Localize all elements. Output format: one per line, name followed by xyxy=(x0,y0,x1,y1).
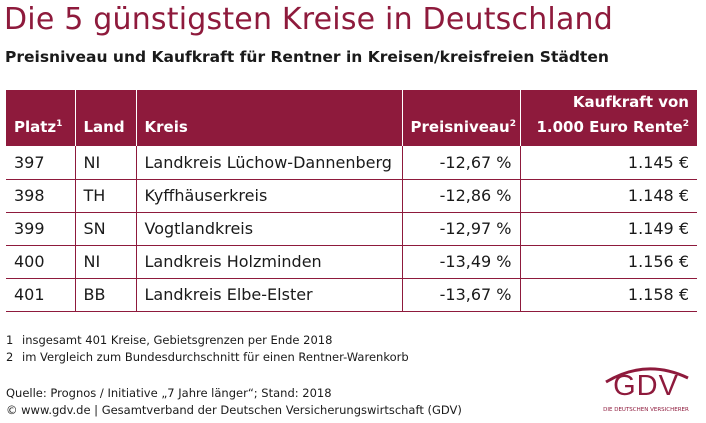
cell-land: SN xyxy=(74,212,136,246)
cell-preisniveau: -12,97 % xyxy=(401,212,520,246)
page-title: Die 5 günstigsten Kreise in Deutschland xyxy=(4,2,613,37)
logo-swoosh-icon xyxy=(605,367,689,384)
cell-kaufkraft: 1.158 € xyxy=(519,278,697,312)
cell-kreis: Landkreis Holzminden xyxy=(135,245,402,279)
header-platz: Platz1 xyxy=(14,118,63,136)
cell-kaufkraft: 1.148 € xyxy=(519,179,697,213)
cell-land: TH xyxy=(74,179,136,213)
cell-land: NI xyxy=(74,146,136,180)
cell-preisniveau: -13,67 % xyxy=(401,278,520,312)
cell-kreis: Landkreis Elbe-Elster xyxy=(135,278,402,312)
table-header-row: Platz1 Land Kreis Preisniveau2 Kaufkraft… xyxy=(6,90,697,146)
gdv-logo: GDV DIE DEUTSCHEN VERSICHERER xyxy=(592,362,700,417)
cell-platz: 398 xyxy=(6,179,75,213)
cell-preisniveau: -12,86 % xyxy=(401,179,520,213)
cell-kreis: Landkreis Lüchow-Dannenberg xyxy=(135,146,402,180)
cell-kaufkraft: 1.149 € xyxy=(519,212,697,246)
page-subtitle: Preisniveau und Kaufkraft für Rentner in… xyxy=(5,48,609,66)
cell-platz: 399 xyxy=(6,212,75,246)
ranking-table: Platz1 Land Kreis Preisniveau2 Kaufkraft… xyxy=(6,90,697,312)
logo-subtext: DIE DEUTSCHEN VERSICHERER xyxy=(603,407,689,413)
footnote: 1 insgesamt 401 Kreise, Gebietsgrenzen pe… xyxy=(6,333,333,347)
copyright-line: © www.gdv.de | Gesamtverband der Deutsch… xyxy=(6,403,462,417)
source-line: Quelle: Prognos / Initiative „7 Jahre lä… xyxy=(6,386,332,400)
header-kaufkraft: Kaufkraft von 1.000 Euro Rente2 xyxy=(519,90,697,146)
header-kreis: Kreis xyxy=(135,90,402,146)
table-row: 399 SN Vogtlandkreis -12,97 % 1.149 € xyxy=(6,212,697,246)
cell-kaufkraft: 1.145 € xyxy=(519,146,697,180)
cell-preisniveau: -12,67 % xyxy=(401,146,520,180)
cell-platz: 397 xyxy=(6,146,75,180)
footnotes: 1 insgesamt 401 Kreise, Gebietsgrenzen pe… xyxy=(6,332,409,366)
table-row: 400 NI Landkreis Holzminden -13,49 % 1.1… xyxy=(6,245,697,279)
logo-text: GDV xyxy=(613,370,679,402)
header-preisniveau: Preisniveau2 xyxy=(401,90,520,146)
table-row: 401 BB Landkreis Elbe-Elster -13,67 % 1.… xyxy=(6,278,697,312)
cell-kreis: Vogtlandkreis xyxy=(135,212,402,246)
cell-land: NI xyxy=(74,245,136,279)
source-note: Quelle: Prognos / Initiative „7 Jahre lä… xyxy=(6,385,462,419)
cell-kreis: Kyffhäuserkreis xyxy=(135,179,402,213)
table-row: 397 NI Landkreis Lüchow-Dannenberg -12,6… xyxy=(6,146,697,180)
cell-land: BB xyxy=(74,278,136,312)
cell-kaufkraft: 1.156 € xyxy=(519,245,697,279)
cell-platz: 401 xyxy=(6,278,75,312)
cell-platz: 400 xyxy=(6,245,75,279)
table-row: 398 TH Kyffhäuserkreis -12,86 % 1.148 € xyxy=(6,179,697,213)
footnote: 2 im Vergleich zum Bundesdurchschnitt für… xyxy=(6,350,409,364)
cell-preisniveau: -13,49 % xyxy=(401,245,520,279)
header-land: Land xyxy=(74,90,136,146)
